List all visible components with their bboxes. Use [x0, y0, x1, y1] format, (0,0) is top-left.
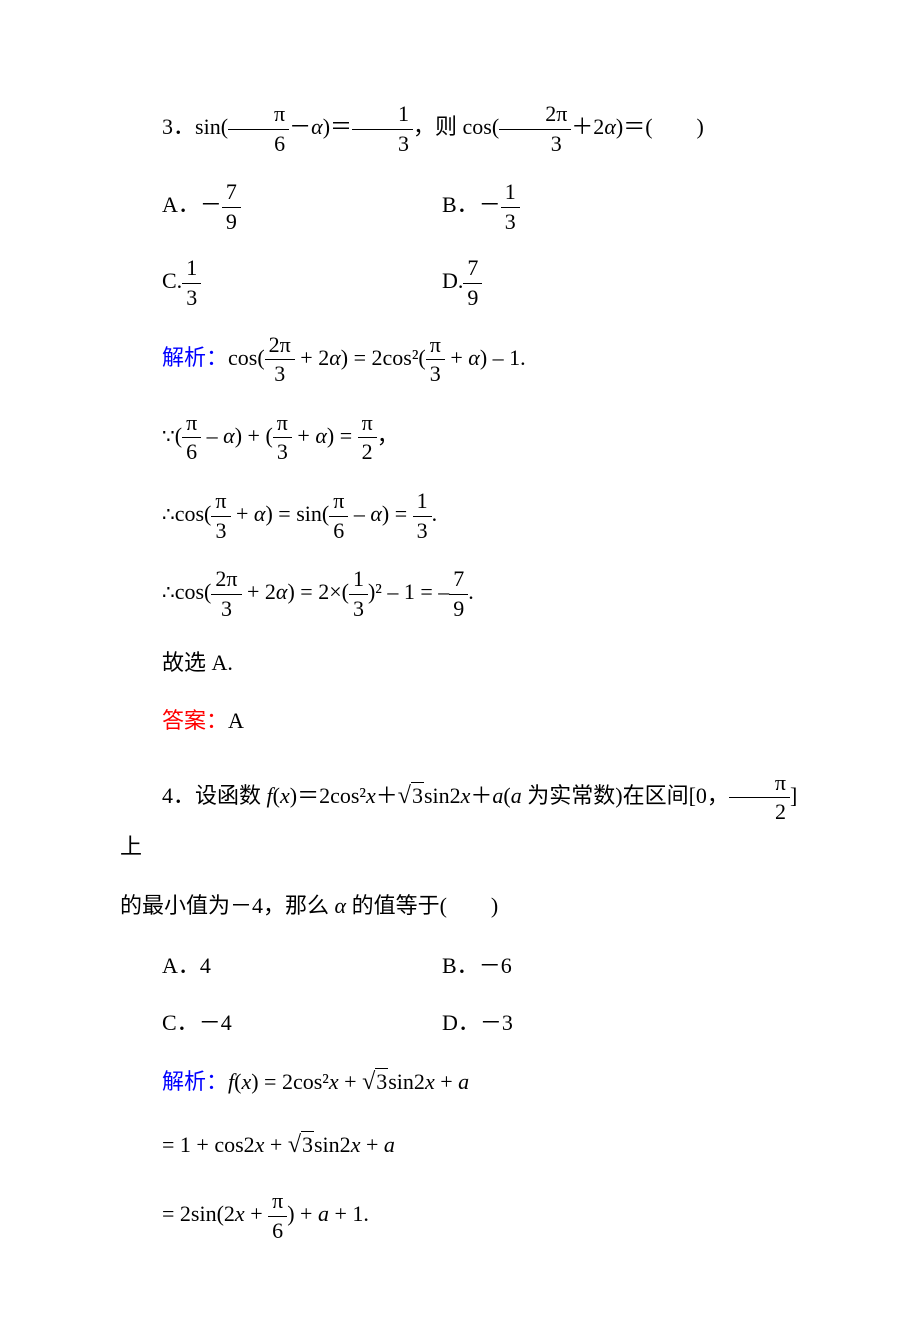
document-page: 3．sin(π6－α)＝13，则 cos(2π3＋2α)＝( ) A．－79 B… — [0, 0, 920, 1326]
q4-solution-line-3: = 2sin(2x + π6) + a + 1. — [120, 1187, 800, 1245]
because-symbol: ∵ — [162, 426, 175, 448]
q3-conclusion: 故选 A. — [120, 643, 800, 683]
solution-label: 解析： — [120, 345, 228, 370]
q4-number: 4． — [162, 783, 195, 808]
q3-answer: 答案：A — [120, 701, 800, 741]
q3-solution-line-1: 解析：cos(2π3 + 2α) = 2cos²(π3 + α) – 1. — [120, 331, 800, 389]
q4-options-row-2: C．－4 D．－3 — [120, 1003, 800, 1043]
q4-options-row-1: A．4 B．－6 — [120, 946, 800, 986]
frac-2pi-3: 2π3 — [499, 100, 571, 158]
q3-solution-line-3: ∴cos(π3 + α) = sin(π6 – α) = 13. — [120, 487, 800, 545]
q3-option-b: B．－13 — [442, 178, 520, 236]
q3-solution-line-2: ∵(π6 – α) + (π3 + α) = π2， — [120, 409, 800, 467]
q4-option-c: C．－4 — [120, 1003, 442, 1043]
q4-option-b: B．－6 — [442, 946, 512, 986]
q3-option-c: C.13 — [120, 254, 442, 312]
q3-options-row-2: C.13 D.79 — [120, 254, 800, 312]
q4-solution-line-1: 解析：f(x) = 2cos²x + √3sin2x + a — [120, 1061, 800, 1104]
q3-number: 3． — [162, 114, 195, 139]
q4-option-d: D．－3 — [442, 1003, 513, 1043]
q4-solution-line-2: = 1 + cos2x + √3sin2x + a — [120, 1124, 800, 1167]
frac-pi-6: π6 — [228, 100, 289, 158]
q4-stem-cont: 的最小值为－4，那么 α 的值等于( ) — [120, 886, 800, 926]
q4-stem: 4．设函数 f(x)＝2cos²x＋√3sin2x＋a(a 为实常数)在区间[0… — [120, 769, 800, 867]
answer-label: 答案： — [120, 708, 228, 733]
q4-option-a: A．4 — [120, 946, 442, 986]
q3-option-a: A．－79 — [120, 178, 442, 236]
q3-solution-line-4: ∴cos(2π3 + 2α) = 2×(13)² – 1 = –79. — [120, 565, 800, 623]
q3-option-d: D.79 — [442, 254, 482, 312]
q3-stem: 3．sin(π6－α)＝13，则 cos(2π3＋2α)＝( ) — [120, 100, 800, 158]
solution-label: 解析： — [120, 1069, 228, 1094]
therefore-symbol: ∴ — [162, 582, 175, 604]
therefore-symbol: ∴ — [162, 504, 175, 526]
q3-options-row-1: A．－79 B．－13 — [120, 178, 800, 236]
frac-1-3: 13 — [352, 100, 413, 158]
